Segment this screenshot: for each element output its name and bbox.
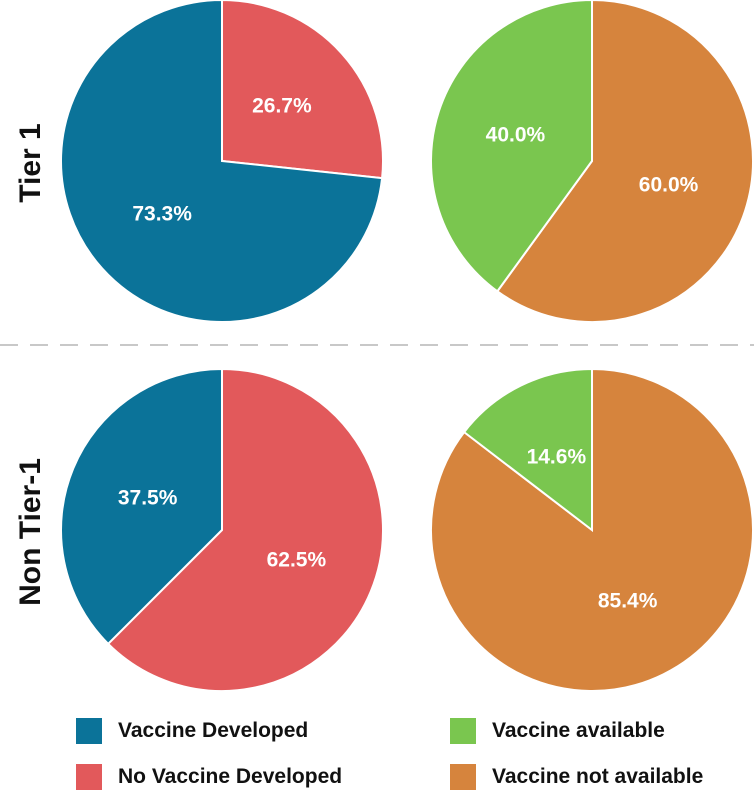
pie-1: 26.7% 73.3%	[60, 0, 384, 323]
legend-item-vaccine-available: Vaccine available	[450, 718, 665, 744]
pie-slice-no-vaccine-developed	[221, 0, 384, 180]
pie-label-vaccine-developed: 73.3%	[132, 202, 192, 225]
row-label-tier-1: Tier 1	[14, 123, 47, 203]
pie-3: 62.5% 37.5%	[60, 367, 384, 692]
pie-label-no-vaccine-developed: 26.7%	[252, 95, 312, 118]
legend: Vaccine Developed No Vaccine Developed V…	[0, 700, 754, 792]
pie-slice-no-vaccine-developed	[106, 367, 384, 692]
pie-label-vaccine-not-available: 60.0%	[639, 173, 699, 196]
pie-chart-grid: Tier 1 Non Tier-1 26.7% 73.3% 60.0% 40.0% 62…	[0, 0, 754, 692]
pie-2: 60.0% 40.0%	[430, 0, 754, 323]
legend-item-no-vaccine-developed: No Vaccine Developed	[76, 764, 342, 790]
pie-4: 85.4% 14.6%	[430, 367, 754, 692]
legend-swatch-vaccine-not-available	[450, 764, 476, 790]
legend-label: Vaccine available	[492, 719, 665, 742]
pie-slice-vaccine-not-available	[495, 0, 754, 323]
pie-slice-vaccine-developed	[60, 0, 384, 323]
pie-slice-vaccine-available	[430, 0, 593, 293]
pie-label-vaccine-not-available: 85.4%	[598, 590, 658, 613]
pie-label-no-vaccine-developed: 62.5%	[267, 548, 327, 571]
legend-label: No Vaccine Developed	[118, 765, 343, 788]
row-label-non-tier-1: Non Tier-1	[14, 458, 47, 606]
legend-label: Vaccine Developed	[118, 719, 309, 742]
legend-swatch-vaccine-available	[450, 718, 476, 744]
pie-slice-vaccine-available	[462, 367, 593, 533]
legend-item-vaccine-not-available: Vaccine not available	[450, 764, 703, 790]
legend-label: Vaccine not available	[492, 765, 704, 788]
pie-slice-vaccine-developed	[60, 367, 223, 646]
legend-swatch-vaccine-developed	[76, 718, 102, 744]
legend-item-vaccine-developed: Vaccine Developed	[76, 718, 308, 744]
pie-label-vaccine-available: 14.6%	[527, 445, 587, 468]
legend-swatch-no-vaccine-developed	[76, 764, 102, 790]
pie-label-vaccine-available: 40.0%	[486, 124, 546, 147]
pie-label-vaccine-developed: 37.5%	[118, 487, 178, 510]
